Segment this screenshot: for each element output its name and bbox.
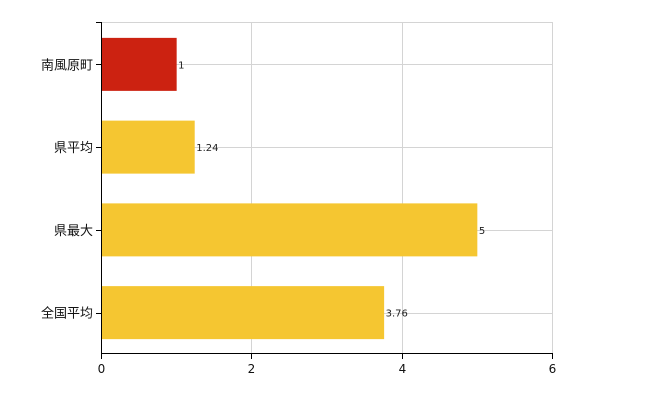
bar [101,37,177,91]
y-tick-label: 南風原町 [41,57,93,73]
y-tick-label: 県平均 [54,141,93,156]
data-label: 5 [479,226,485,237]
data-label: 1.24 [196,143,218,154]
x-tick-label: 0 [98,362,106,376]
bar [101,203,478,257]
x-tick-label: 2 [248,362,256,376]
y-tick-label: 県最大 [54,224,93,239]
x-tick-label: 4 [399,362,407,376]
x-tick-label: 6 [549,362,557,376]
y-tick-label: 全国平均 [41,306,93,322]
bar [101,286,385,340]
data-label: 1 [178,60,184,71]
data-label: 3.76 [386,309,408,320]
bar [101,120,195,174]
